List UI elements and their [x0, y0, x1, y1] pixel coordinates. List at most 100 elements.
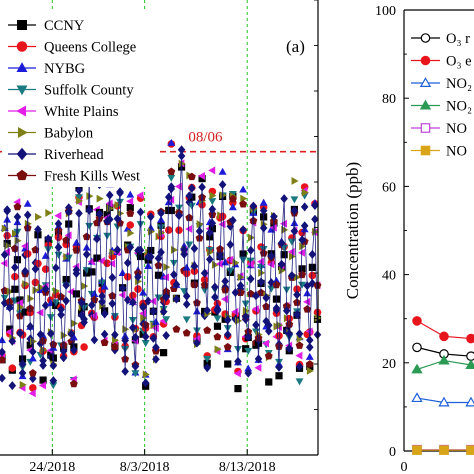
data-point	[0, 336, 7, 344]
legend: CCNY Queens College NYBG Suffolk County Whit…	[2, 9, 157, 187]
data-point	[285, 343, 294, 353]
data-point	[465, 359, 474, 369]
data-point	[272, 280, 281, 289]
data-point	[240, 194, 248, 203]
data-point	[114, 201, 122, 210]
data-point	[170, 270, 178, 280]
data-point	[182, 299, 191, 309]
data-point	[18, 359, 27, 369]
data-point	[17, 303, 25, 312]
data-point	[11, 229, 20, 238]
data-point	[203, 305, 211, 315]
data-point	[214, 345, 222, 354]
data-point	[111, 330, 119, 340]
data-point	[136, 207, 145, 217]
y-tick-label: 40	[382, 269, 396, 284]
data-point	[275, 362, 283, 372]
legend-marker	[16, 41, 28, 52]
data-point	[303, 281, 312, 291]
legend-label: NYBG	[44, 61, 86, 77]
data-point	[229, 215, 237, 225]
data-point	[465, 396, 474, 407]
legend-label: NO	[446, 144, 467, 160]
data-point	[223, 330, 232, 340]
data-point	[54, 219, 63, 229]
data-point	[162, 330, 170, 340]
data-point	[67, 329, 76, 339]
data-point	[16, 328, 24, 338]
data-point	[439, 331, 449, 342]
data-point	[98, 279, 107, 287]
data-point	[411, 392, 423, 403]
data-point	[22, 280, 30, 288]
data-point	[278, 266, 286, 275]
data-point	[223, 342, 232, 351]
data-point	[11, 285, 19, 293]
data-point	[188, 183, 196, 193]
series-line-riverhead	[1, 155, 318, 372]
data-point	[8, 364, 17, 372]
data-point	[157, 208, 165, 218]
y-tick-label: 60	[382, 180, 396, 195]
data-point	[193, 298, 201, 307]
data-point	[121, 335, 129, 345]
data-point	[103, 216, 111, 226]
data-point	[303, 305, 312, 313]
data-point	[439, 445, 449, 455]
data-point	[75, 208, 83, 218]
data-point	[290, 206, 299, 216]
data-point	[112, 336, 120, 345]
data-point	[82, 249, 91, 259]
data-point	[282, 286, 291, 294]
data-point	[239, 225, 247, 235]
data-point	[247, 245, 255, 255]
data-point	[162, 273, 170, 282]
data-point	[287, 238, 296, 246]
data-point	[308, 249, 317, 259]
data-point	[129, 291, 137, 300]
data-point	[0, 355, 6, 364]
data-point	[265, 378, 273, 386]
data-point	[193, 338, 201, 348]
data-point	[6, 287, 14, 296]
data-point	[187, 202, 196, 210]
data-point	[59, 341, 68, 349]
data-point	[200, 281, 209, 289]
data-point	[241, 312, 250, 322]
data-point	[162, 316, 171, 324]
data-point	[298, 235, 306, 245]
data-point	[54, 242, 63, 252]
series	[412, 445, 474, 455]
data-point	[177, 151, 186, 161]
legend-box	[2, 9, 157, 187]
data-point	[185, 241, 194, 249]
data-point	[5, 328, 13, 336]
y-tick-label: 100	[375, 4, 396, 19]
data-point	[291, 176, 299, 185]
data-point	[420, 123, 431, 133]
data-point	[129, 323, 137, 333]
data-point	[62, 280, 70, 290]
x-tick-label: 8/3/2018	[120, 460, 170, 474]
data-point	[267, 285, 276, 293]
data-point	[290, 196, 299, 204]
data-point	[103, 259, 111, 268]
y-axis-ticks: 0 20 40 60 80 100	[375, 4, 409, 460]
data-point	[180, 245, 188, 255]
data-point	[267, 251, 276, 261]
data-point	[3, 206, 11, 216]
data-point	[41, 284, 50, 294]
data-point	[57, 310, 65, 320]
data-point	[288, 270, 296, 280]
data-point	[28, 368, 37, 377]
data-point	[252, 291, 260, 301]
data-point	[29, 384, 37, 392]
data-point	[39, 360, 47, 370]
panel-label: (a)	[286, 37, 305, 56]
data-point	[118, 291, 126, 299]
data-point	[72, 238, 81, 246]
legend-item: Queens College	[8, 40, 136, 56]
data-point	[123, 258, 132, 268]
data-point	[93, 254, 101, 262]
data-point	[234, 356, 242, 366]
